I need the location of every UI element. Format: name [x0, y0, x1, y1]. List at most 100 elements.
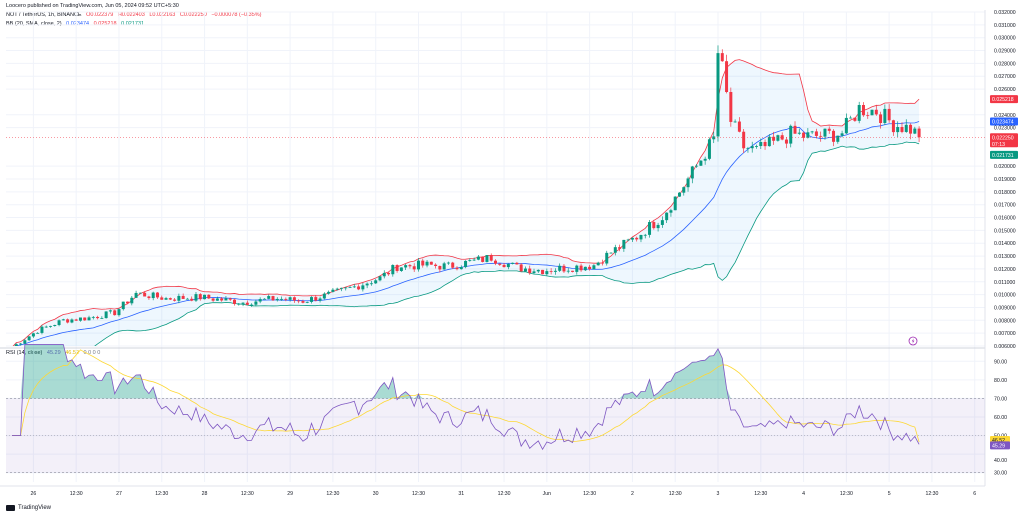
candle-body — [887, 108, 891, 121]
candle-body — [23, 340, 27, 344]
candle-body — [502, 264, 506, 268]
rsi-tick-label: 60.00 — [994, 415, 1007, 421]
candle-body — [425, 261, 429, 266]
rsi-tick-label: 90.00 — [994, 359, 1007, 365]
candle-body — [746, 148, 750, 150]
bb-lower-badge-bg — [990, 150, 1018, 159]
candle-body — [284, 298, 288, 300]
candle-body — [712, 136, 716, 140]
candle-body — [682, 187, 686, 193]
candle-body — [468, 260, 472, 261]
bb-lower-badge: 0.021731 — [992, 153, 1014, 159]
candle-body — [626, 239, 630, 241]
candle-body — [797, 132, 801, 134]
candle-body — [648, 222, 652, 235]
price-tick-label: 0.026000 — [994, 87, 1016, 93]
price-tick-label: 0.014000 — [994, 241, 1016, 247]
candle-body — [917, 128, 921, 138]
candle-body — [378, 276, 382, 281]
candle-body — [271, 296, 275, 301]
candle-body — [827, 128, 831, 131]
candle-body — [108, 310, 112, 312]
candle-body — [327, 291, 331, 294]
bb-lower-value: 0.021731 — [121, 21, 145, 27]
price-tick-label: 0.015000 — [994, 228, 1016, 234]
candle-body — [677, 192, 681, 197]
candle-body — [891, 120, 895, 133]
candle-body — [840, 133, 844, 136]
candle-body — [232, 299, 236, 304]
candle-body — [117, 309, 121, 316]
candle-body — [823, 128, 827, 137]
candle-body — [810, 131, 814, 133]
candle-body — [652, 222, 656, 229]
candle-body — [177, 295, 181, 301]
candle-body — [40, 326, 44, 333]
candle-body — [207, 294, 211, 299]
candle-body — [66, 319, 70, 323]
price-tick-label: 0.019000 — [994, 177, 1016, 183]
candle-body — [592, 265, 596, 270]
candle-body — [763, 141, 767, 147]
candle-body — [305, 301, 309, 303]
candle-body — [421, 260, 425, 266]
candle-body — [121, 301, 125, 310]
candle-body — [36, 332, 40, 334]
candle-body — [369, 283, 373, 285]
time-tick-label: 12:30 — [925, 491, 938, 497]
bb-fill — [13, 59, 920, 346]
candle-body — [583, 266, 587, 271]
candle-body — [391, 265, 395, 275]
candle-body — [759, 141, 763, 147]
candle-body — [262, 298, 266, 300]
candle-body — [690, 166, 694, 179]
candle-body — [784, 139, 788, 144]
time-tick-label: 29 — [287, 491, 293, 497]
time-tick-label: Jun — [543, 491, 551, 497]
price-tick-label: 0.020000 — [994, 164, 1016, 170]
candle-body — [245, 302, 249, 305]
price-tick-label: 0.012000 — [994, 267, 1016, 273]
candle-body — [772, 136, 776, 141]
candle-body — [630, 237, 634, 240]
symbol-legend[interactable]: NOT / TetherUS, 1h, BINANCE O0.022379 H0… — [6, 12, 264, 19]
candle-body — [429, 261, 433, 265]
candle-body — [532, 271, 536, 274]
candle-body — [446, 262, 450, 264]
price-tick-label: 0.018000 — [994, 190, 1016, 196]
candle-body — [53, 325, 57, 326]
candle-body — [506, 263, 510, 268]
candle-body — [322, 293, 326, 299]
candle-body — [408, 265, 412, 267]
candle-body — [665, 212, 669, 221]
price-tick-label: 0.010000 — [994, 293, 1016, 299]
candle-body — [498, 263, 502, 265]
price-tick-label: 0.028000 — [994, 61, 1016, 67]
candle-body — [438, 266, 442, 270]
candle-body — [643, 234, 647, 236]
candle-body — [181, 295, 185, 299]
candle-body — [541, 269, 545, 275]
candle-body — [613, 247, 617, 253]
candle-body — [387, 272, 391, 275]
candle-body — [267, 296, 271, 299]
candle-body — [669, 210, 673, 213]
rsi-overbought-fill — [12, 344, 920, 399]
candle-body — [566, 270, 570, 272]
candle-body — [635, 237, 639, 240]
candle-body — [314, 297, 318, 301]
candle-body — [344, 287, 348, 289]
candle-body — [361, 285, 365, 290]
candle-body — [802, 132, 806, 138]
candle-body — [814, 131, 818, 136]
price-tick-label: 0.007000 — [994, 331, 1016, 337]
candle-body — [459, 267, 463, 270]
candle-body — [789, 125, 793, 144]
candle-body — [404, 265, 408, 268]
time-tick-label: 12:30 — [669, 491, 682, 497]
candle-body — [528, 268, 532, 274]
time-tick-label: 28 — [202, 491, 208, 497]
candle-body — [656, 224, 660, 229]
time-tick-label: 3 — [717, 491, 720, 497]
